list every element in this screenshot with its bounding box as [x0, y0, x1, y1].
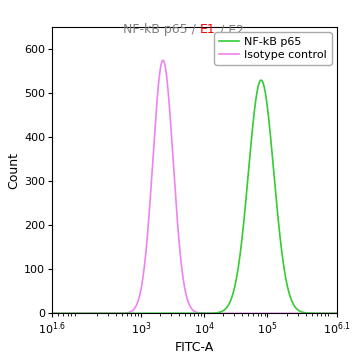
Legend: NF-kB p65, Isotype control: NF-kB p65, Isotype control	[214, 32, 332, 65]
X-axis label: FITC-A: FITC-A	[175, 341, 214, 354]
Text: E1: E1	[200, 23, 216, 36]
Text: NF-kB p65 /: NF-kB p65 /	[123, 23, 200, 36]
Text: / E2: / E2	[216, 23, 244, 36]
Y-axis label: Count: Count	[7, 152, 20, 188]
Text: NF-kB p65 / E1 / E2: NF-kB p65 / E1 / E2	[134, 7, 255, 20]
